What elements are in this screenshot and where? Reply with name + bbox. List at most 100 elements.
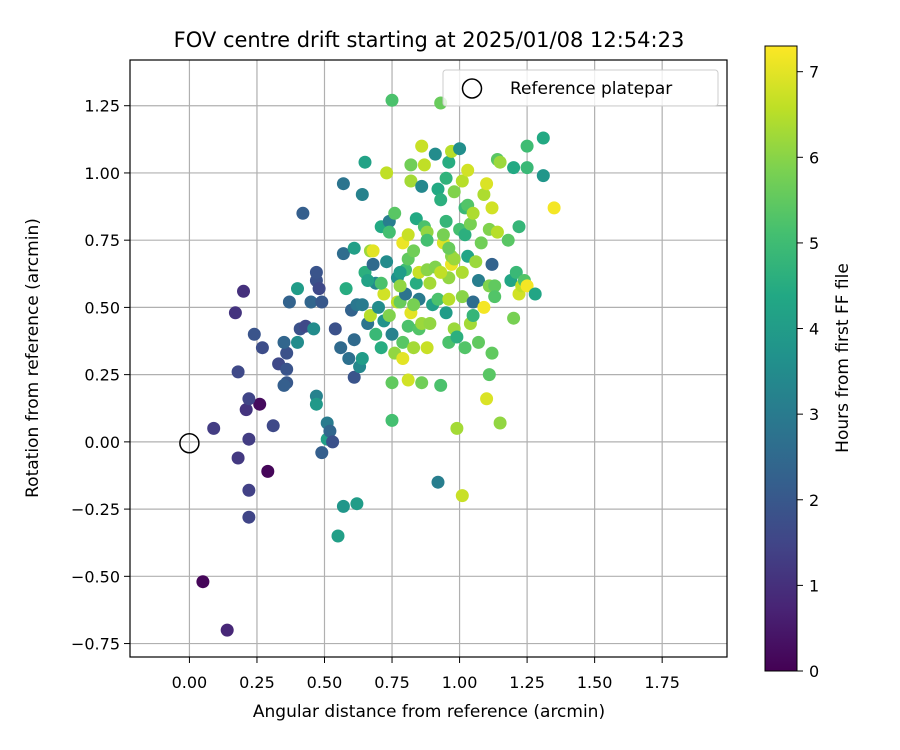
data-point: [404, 158, 418, 172]
data-point: [380, 166, 394, 180]
data-point: [466, 295, 480, 309]
data-point: [255, 341, 269, 355]
y-tick-label: −0.50: [71, 567, 120, 586]
data-point: [480, 177, 494, 191]
data-point: [450, 330, 464, 344]
data-point: [334, 341, 348, 355]
data-point: [490, 225, 504, 239]
y-axis-label: Rotation from reference (arcmin): [23, 218, 43, 498]
data-point: [520, 161, 534, 175]
data-point: [423, 276, 437, 290]
data-point: [372, 300, 385, 314]
data-point: [380, 255, 394, 269]
y-tick-label: 0.75: [84, 231, 120, 250]
colorbar-tick-label: 5: [809, 234, 819, 253]
data-point: [315, 295, 329, 309]
data-point: [323, 424, 337, 438]
data-point: [493, 155, 507, 169]
data-point: [382, 309, 396, 322]
data-point: [366, 244, 380, 258]
data-point: [428, 147, 442, 161]
data-point: [485, 201, 499, 215]
data-points: [196, 93, 561, 637]
data-point: [282, 295, 296, 309]
data-point: [231, 365, 245, 379]
data-point: [431, 292, 445, 306]
data-point: [355, 298, 369, 312]
data-point: [374, 341, 388, 355]
data-point: [291, 335, 304, 349]
data-point: [420, 341, 434, 355]
x-tick-label: 0.50: [307, 673, 343, 692]
data-point: [415, 139, 429, 153]
data-point: [439, 214, 453, 228]
chart-title: FOV centre drift starting at 2025/01/08 …: [174, 28, 685, 52]
data-point: [361, 274, 375, 287]
data-point: [242, 483, 256, 497]
data-point: [453, 142, 467, 156]
data-point: [231, 451, 245, 465]
legend-label: Reference platepar: [510, 79, 672, 99]
data-point: [431, 182, 445, 196]
data-point: [461, 163, 475, 177]
data-point: [528, 287, 542, 301]
data-point: [455, 290, 469, 304]
x-tick-label: 0.00: [172, 673, 208, 692]
data-point: [536, 131, 550, 145]
data-point: [547, 201, 561, 215]
data-point: [393, 265, 407, 279]
y-tick-label: 0.50: [84, 298, 120, 317]
data-point: [455, 489, 469, 503]
data-point: [369, 327, 383, 341]
data-point: [347, 333, 361, 347]
data-point: [242, 392, 256, 406]
data-point: [309, 265, 323, 279]
data-point: [536, 169, 550, 183]
data-point: [396, 335, 410, 349]
data-point: [423, 317, 437, 330]
x-tick-label: 0.75: [374, 673, 410, 692]
data-point: [401, 228, 415, 242]
data-point: [296, 206, 310, 220]
data-point: [242, 432, 256, 446]
data-point: [366, 257, 380, 271]
data-point: [415, 179, 429, 193]
data-point: [472, 335, 485, 349]
data-point: [447, 185, 461, 199]
data-point: [336, 247, 350, 261]
data-point: [458, 341, 472, 355]
data-point: [485, 257, 499, 271]
y-tick-label: 1.00: [84, 164, 120, 183]
data-point: [509, 265, 523, 279]
data-point: [207, 421, 221, 435]
colorbar-tick-label: 3: [809, 405, 819, 424]
data-point: [277, 378, 291, 392]
data-point: [482, 368, 496, 382]
x-tick-label: 1.00: [442, 673, 478, 692]
data-point: [409, 212, 423, 226]
data-point: [480, 392, 494, 406]
plot-frame: [129, 59, 728, 658]
data-point: [326, 435, 340, 449]
data-point: [350, 497, 364, 511]
legend-marker-icon: [461, 78, 483, 99]
data-point: [507, 161, 521, 175]
data-point: [237, 284, 250, 298]
x-axis-ticks: 0.00 0.25 0.50 0.75 1.00 1.25 1.50 1.75: [172, 657, 680, 692]
x-tick-label: 0.25: [239, 673, 275, 692]
data-point: [485, 346, 499, 360]
data-point: [493, 416, 507, 430]
data-point: [407, 341, 421, 355]
data-point: [466, 206, 480, 220]
data-point: [434, 378, 448, 392]
data-point: [407, 298, 421, 312]
data-point: [374, 276, 388, 290]
data-point: [439, 306, 453, 320]
data-point: [512, 220, 526, 234]
x-tick-label: 1.25: [509, 673, 545, 692]
data-point: [450, 421, 464, 435]
colorbar-tick-label: 0: [809, 662, 819, 681]
data-point: [239, 403, 253, 417]
colorbar-ticks: 0 1 2 3 4 5 6 7: [797, 63, 819, 681]
